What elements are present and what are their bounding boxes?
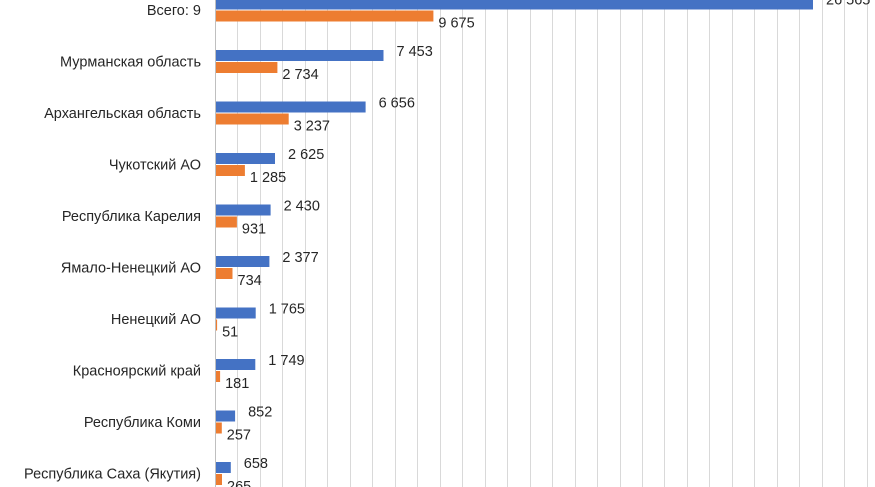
data-label: 3 237 — [294, 119, 330, 135]
data-label: 6 656 — [379, 96, 415, 112]
data-label: 931 — [242, 222, 266, 238]
category-label: Красноярский край — [73, 364, 201, 380]
bars — [216, 0, 813, 485]
bar-series-2 — [216, 62, 278, 73]
bar-series-1 — [216, 153, 275, 164]
category-label: Всего: 9 — [147, 3, 201, 19]
bar-series-2 — [216, 216, 237, 228]
data-label: 2 625 — [288, 147, 324, 163]
category-label: Республика Саха (Якутия) — [24, 467, 201, 483]
data-label: 181 — [225, 376, 249, 392]
category-label: Республика Коми — [84, 415, 201, 431]
bar-series-2 — [216, 371, 221, 382]
data-label: 9 675 — [438, 16, 474, 32]
bar-series-1 — [216, 359, 256, 370]
bar-series-2 — [216, 10, 434, 22]
bar-series-2 — [216, 319, 218, 331]
gridlines — [215, 0, 868, 487]
category-label: Республика Карелия — [62, 209, 201, 225]
labels: Всего: 9 26 565 9 675 Мурманская область 7 4… — [24, 0, 870, 487]
data-label: 852 — [248, 405, 272, 421]
data-label: 2 377 — [282, 250, 318, 266]
bar-series-1 — [216, 0, 813, 10]
category-label: Мурманская область — [60, 55, 201, 71]
data-label: 1 749 — [268, 353, 304, 369]
bar-series-2 — [216, 165, 245, 176]
data-label: 26 565 — [826, 0, 870, 9]
data-label: 1 765 — [269, 302, 305, 318]
data-label: 658 — [244, 456, 268, 472]
data-label: 2 430 — [284, 199, 320, 215]
bar-series-1 — [216, 50, 384, 61]
bar-series-1 — [216, 101, 366, 113]
data-label: 257 — [227, 428, 251, 444]
data-label: 734 — [238, 273, 262, 289]
bar-series-2 — [216, 268, 233, 279]
category-label: Чукотский АО — [109, 158, 201, 174]
bar-series-2 — [216, 113, 289, 125]
data-label: 265 — [227, 479, 251, 487]
bar-series-2 — [216, 474, 222, 485]
bar-series-1 — [216, 307, 256, 319]
category-label: Ямало-Ненецкий АО — [61, 261, 201, 277]
data-label: 7 453 — [397, 44, 433, 60]
data-label: 51 — [222, 325, 238, 341]
bar-series-1 — [216, 256, 270, 267]
bar-series-1 — [216, 462, 231, 473]
data-label: 2 734 — [282, 67, 318, 83]
bar-series-2 — [216, 422, 222, 434]
data-label: 1 285 — [250, 170, 286, 186]
bar-series-1 — [216, 410, 236, 422]
bar-series-1 — [216, 204, 271, 216]
category-label: Ненецкий АО — [111, 312, 201, 328]
category-label: Архангельская область — [44, 106, 201, 122]
